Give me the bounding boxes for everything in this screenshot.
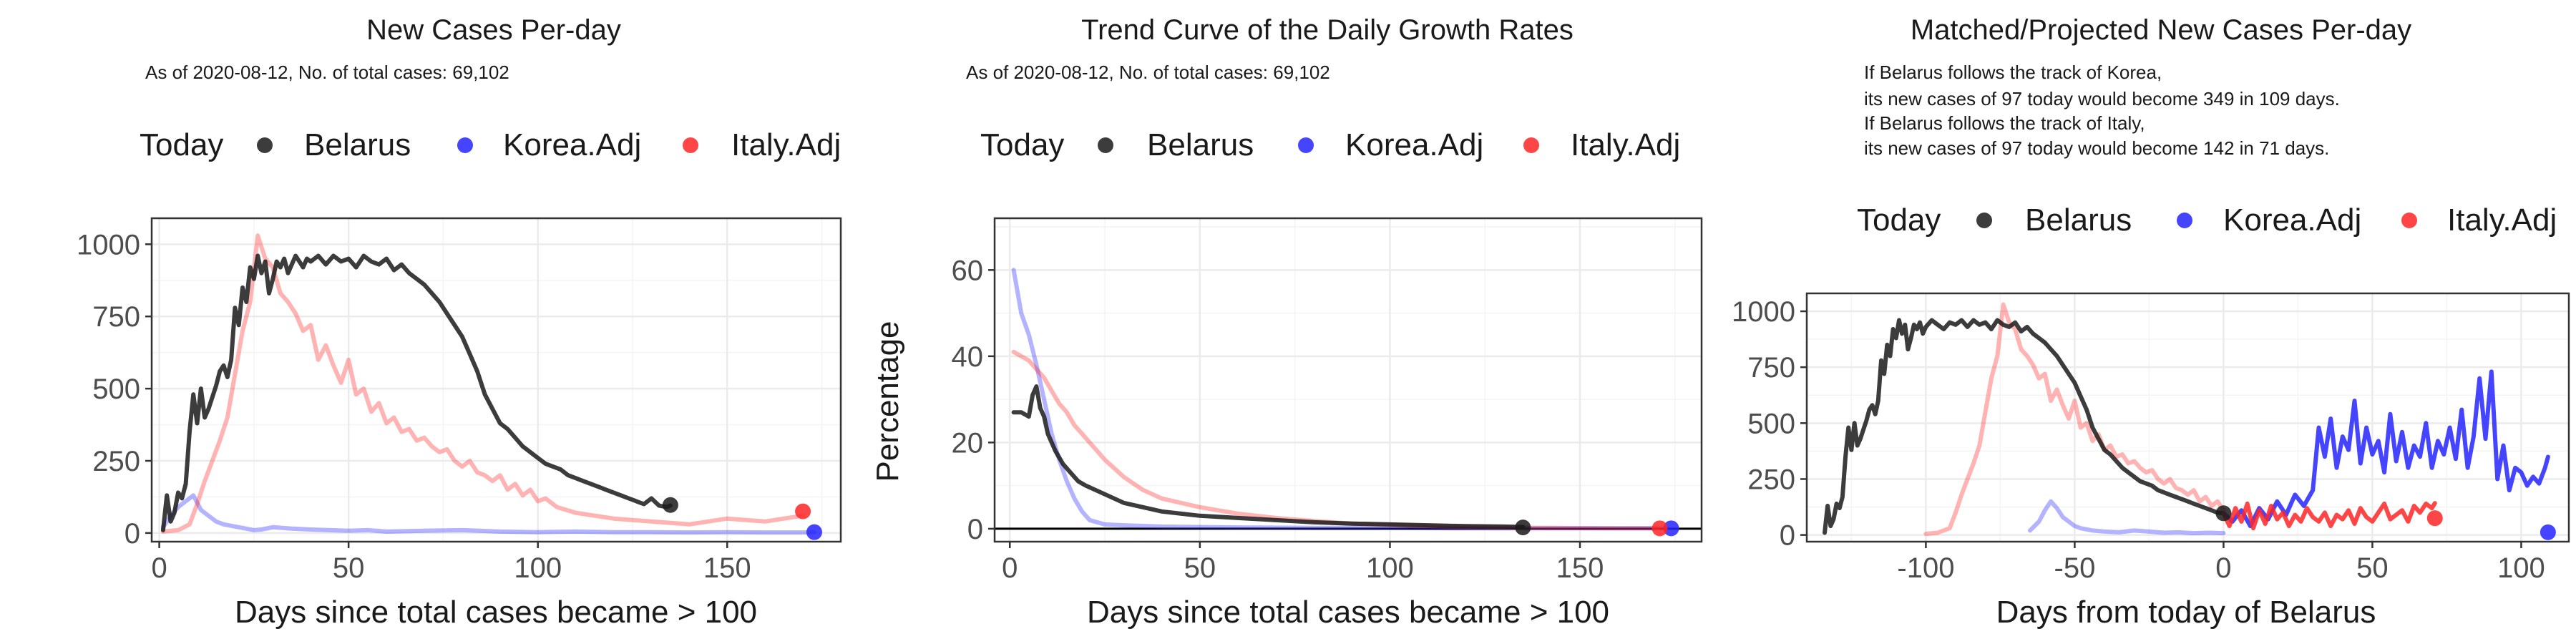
legend-key-korea [457,137,473,153]
legend-key-belarus [1098,137,1113,153]
y-tick-label: 1000 [77,229,140,260]
x-tick-label: 0 [1002,552,1018,584]
legend-title: Today [1857,203,1941,238]
legend-key-korea [1298,137,1314,153]
y-tick-label: 250 [92,446,140,477]
legend-title: Today [140,127,223,162]
x-tick-label: -100 [1897,552,1954,584]
x-tick-label: 100 [2497,552,2545,584]
y-tick-label: 500 [1747,408,1795,439]
legend-label-italy: Italy.Adj [1571,127,1680,162]
y-axis-label: Percentage [870,321,905,482]
today-point-belarus [1515,519,1531,536]
series-line-korea-adj [1011,268,1670,531]
y-tick-label: 0 [125,518,140,550]
series-line-italy-adj [1923,302,2226,537]
chart-subtitle: As of 2020-08-12, No. of total cases: 69… [145,62,509,83]
series-line-korea-adj [2028,499,2226,536]
x-axis-label: Days since total cases became > 100 [235,595,757,630]
y-tick-label: 0 [1780,520,1795,552]
chart-subtitle: If Belarus follows the track of Italy, [1864,112,2145,134]
panel-new-cases: New Cases Per-day As of 2020-08-12, No. … [77,14,842,630]
today-point-korea-adj [806,524,822,540]
x-tick-label: 0 [2215,552,2231,584]
panel-border [993,217,1703,543]
legend-label-belarus: Belarus [1147,127,1254,162]
series-line-italy-adj [2221,501,2437,531]
x-tick-label: 0 [151,552,167,584]
x-tick-label: 150 [703,552,751,584]
series-line-belarus [160,253,673,532]
series-line-belarus [1823,318,2226,535]
chart-subtitle: If Belarus follows the track of Korea, [1864,62,2162,83]
legend: Today Belarus Korea.Adj Italy.Adj [140,127,841,162]
today-point-korea-adj [2540,524,2556,540]
chart-subtitle: its new cases of 97 today would become 1… [1864,137,2329,159]
legend-label-korea: Korea.Adj [1345,127,1483,162]
x-tick-label: -50 [2054,552,2096,584]
legend-title: Today [980,127,1064,162]
chart-title: Matched/Projected New Cases Per-day [1911,14,2411,46]
series-line-korea-adj [160,493,816,535]
legend-key-belarus [1976,213,1992,228]
today-point-belarus [2215,505,2232,522]
chart-subtitle: As of 2020-08-12, No. of total cases: 69… [966,62,1330,83]
series-line-italy-adj [160,233,806,534]
plot-area: 0 50 100 150 0 250 500 750 1000 [77,217,842,584]
panel-border [1805,292,2570,543]
legend-label-korea: Korea.Adj [503,127,641,162]
panel-projected: Matched/Projected New Cases Per-day If B… [1732,14,2570,630]
legend: Today Belarus Korea.Adj Italy.Adj [1857,203,2557,238]
today-point-belarus [662,497,678,513]
legend-label-belarus: Belarus [304,127,411,162]
legend: Today Belarus Korea.Adj Italy.Adj [980,127,1680,162]
y-tick-label: 750 [1747,352,1795,384]
x-tick-label: 50 [1184,552,1216,584]
today-point-italy-adj [795,503,811,519]
x-axis-label: Days from today of Belarus [1996,595,2376,630]
x-tick-label: 150 [1556,552,1604,584]
panel-growth-rates: Trend Curve of the Daily Growth Rates As… [870,14,1703,630]
y-tick-label: 500 [92,374,140,405]
series-line-belarus [1011,384,1526,530]
today-point-korea-adj [1663,520,1679,537]
legend-label-belarus: Belarus [2025,203,2132,238]
legend-key-korea [2177,213,2192,228]
y-tick-label: 250 [1747,464,1795,495]
legend-key-italy [683,137,698,153]
today-point-italy-adj [1652,520,1668,537]
series-line-korea-adj [2221,369,2550,529]
y-tick-label: 20 [952,427,984,459]
x-tick-label: 100 [514,552,562,584]
panel-border [150,217,842,543]
legend-label-korea: Korea.Adj [2223,203,2361,238]
series-line-italy-adj [1011,349,1659,531]
plot-area: 0 50 100 150 0 20 40 60 [952,217,1703,584]
today-point-italy-adj [2426,510,2443,527]
y-tick-label: 40 [952,341,984,373]
y-tick-label: 750 [92,301,140,333]
legend-label-italy: Italy.Adj [731,127,841,162]
legend-key-italy [2401,213,2417,228]
y-tick-label: 60 [952,255,984,286]
legend-label-italy: Italy.Adj [2447,203,2557,238]
legend-key-belarus [257,137,273,153]
legend-key-italy [1523,137,1539,153]
x-axis-label: Days since total cases became > 100 [1087,595,1609,630]
x-tick-label: 50 [2356,552,2389,584]
chart-title: New Cases Per-day [366,14,621,46]
y-tick-label: 1000 [1732,296,1795,328]
x-tick-label: 100 [1366,552,1414,584]
x-tick-label: 50 [333,552,365,584]
chart-title: Trend Curve of the Daily Growth Rates [1081,14,1574,46]
chart-subtitle: its new cases of 97 today would become 3… [1864,88,2340,109]
y-tick-label: 0 [967,514,983,545]
